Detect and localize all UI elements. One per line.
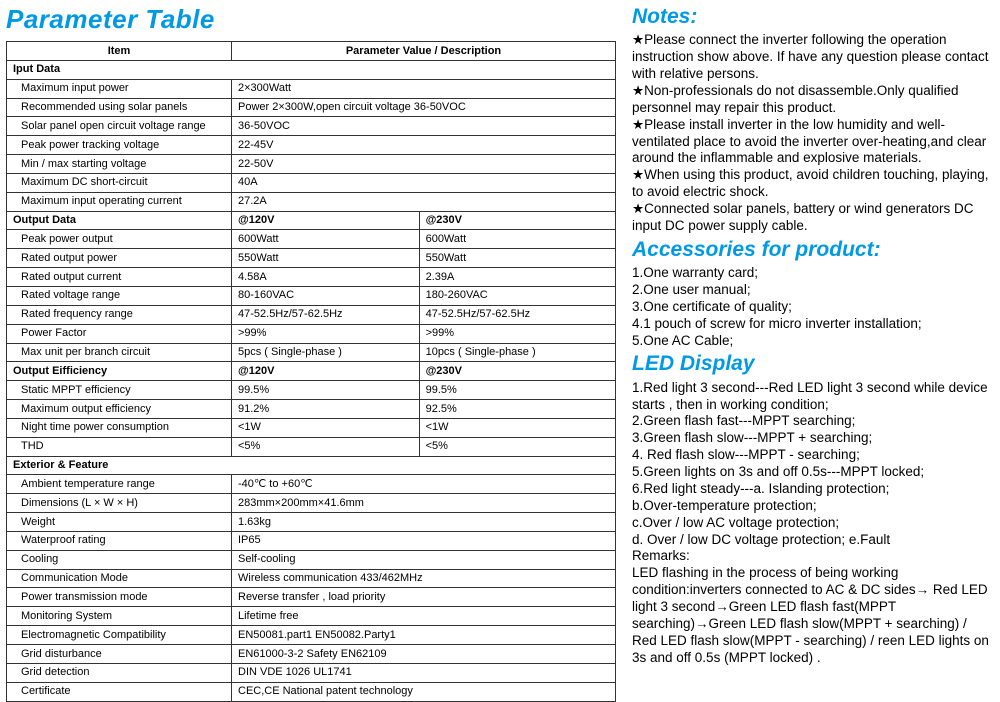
right-column: Notes: ★Please connect the inverter foll…	[628, 4, 990, 669]
note-line: ★Connected solar panels, battery or wind…	[632, 201, 990, 235]
accessory-item: 4.1 pouch of screw for micro inverter in…	[632, 316, 990, 333]
led-line: b.Over-temperature protection;	[632, 498, 990, 515]
page-title: Parameter Table	[6, 4, 616, 35]
parameter-table: ItemParameter Value / DescriptionIput Da…	[6, 41, 616, 702]
accessory-item: 2.One user manual;	[632, 282, 990, 299]
led-body: 1.Red light 3 second---Red LED light 3 s…	[632, 380, 990, 667]
led-line: 3.Green flash slow---MPPT + searching;	[632, 430, 990, 447]
led-line: 4. Red flash slow---MPPT - searching;	[632, 447, 990, 464]
notes-body: ★Please connect the inverter following t…	[632, 32, 990, 235]
led-line: Remarks:	[632, 548, 990, 565]
note-line: ★Please install inverter in the low humi…	[632, 117, 990, 168]
notes-heading: Notes:	[632, 4, 990, 30]
led-line: c.Over / low AC voltage protection;	[632, 515, 990, 532]
led-line: 2.Green flash fast---MPPT searching;	[632, 413, 990, 430]
accessories-heading: Accessories for product:	[632, 237, 990, 263]
accessories-body: 1.One warranty card;2.One user manual;3.…	[632, 265, 990, 349]
led-line: 5.Green lights on 3s and off 0.5s---MPPT…	[632, 464, 990, 481]
accessory-item: 5.One AC Cable;	[632, 333, 990, 350]
note-line: ★Non-professionals do not disassemble.On…	[632, 83, 990, 117]
led-line: 6.Red light steady---a. Islanding protec…	[632, 481, 990, 498]
left-column: Parameter Table ItemParameter Value / De…	[6, 4, 628, 669]
accessory-item: 1.One warranty card;	[632, 265, 990, 282]
led-heading: LED Display	[632, 351, 990, 377]
led-line: 1.Red light 3 second---Red LED light 3 s…	[632, 380, 990, 414]
note-line: ★When using this product, avoid children…	[632, 167, 990, 201]
accessory-item: 3.One certificate of quality;	[632, 299, 990, 316]
note-line: ★Please connect the inverter following t…	[632, 32, 990, 83]
led-line: d. Over / low DC voltage protection; e.F…	[632, 532, 990, 549]
led-line: LED flashing in the process of being wor…	[632, 565, 990, 666]
